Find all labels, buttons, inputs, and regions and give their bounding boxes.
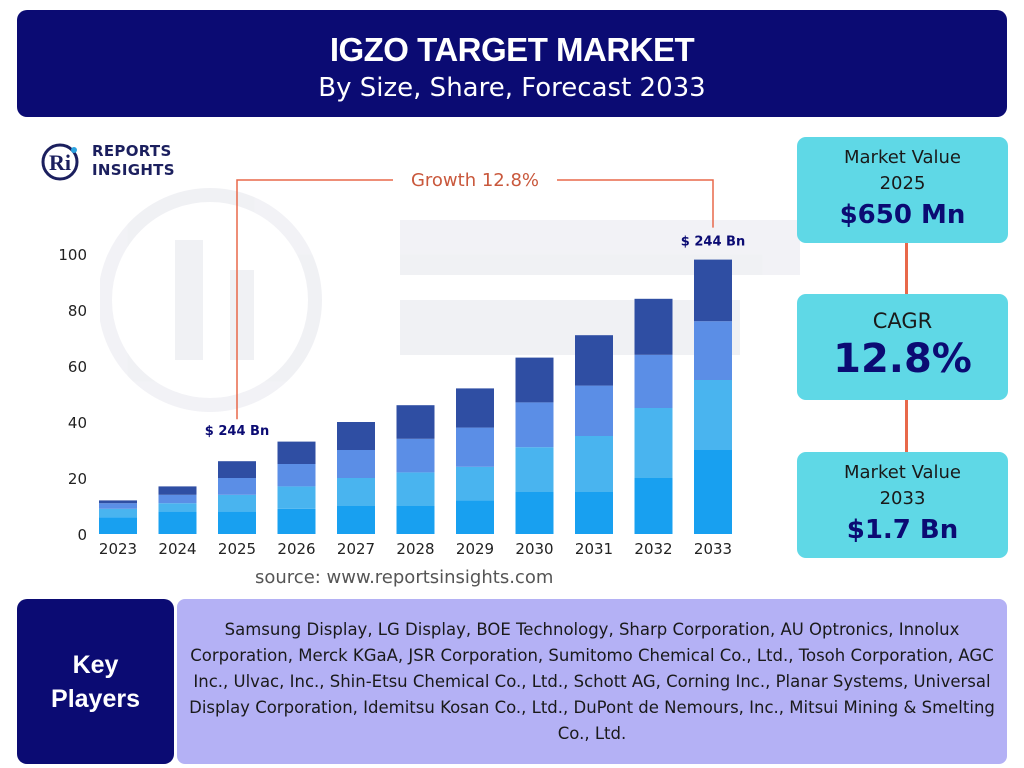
bar-segment [218,461,256,478]
bar-segment [277,441,316,464]
growth-annotation: Growth 12.8% [236,168,714,420]
cagr-card: CAGR 12.8% [797,294,1008,400]
x-tick-label: 2027 [337,540,375,558]
bar-segment [515,492,554,534]
bar-segment [337,506,375,534]
x-tick-label: 2032 [634,540,672,558]
source-note: source: www.reportsinsights.com [255,567,554,588]
logo-text: REPORTS INSIGHTS [92,142,175,180]
x-tick-label: 2029 [456,540,494,558]
y-tick-label: 80 [68,302,87,320]
x-tick-label: 2024 [158,540,196,558]
key-players-heading-line-2: Players [51,684,140,713]
logo-line-1: REPORTS [92,142,172,160]
bar-segment [158,503,197,512]
bar-segment [456,466,494,501]
bar-segment [218,511,256,534]
bar-segment [515,357,554,403]
bar-segment [694,259,732,322]
bar-segment [694,321,732,380]
bar-segment [515,447,554,492]
key-players-heading-line-1: Key [72,650,119,679]
x-tick-label: 2033 [694,540,732,558]
bar-segment [396,506,435,534]
market-value-2025-card: Market Value 2025 $650 Mn [797,137,1008,243]
x-tick-label: 2030 [515,540,553,558]
bar-segment [99,508,137,518]
y-tick-label: 100 [58,246,87,264]
bar-segment [575,385,613,436]
card-label: Market Value [843,147,962,168]
y-tick-label: 20 [68,470,87,488]
bar-segment [634,298,673,355]
bar-segment [99,500,137,504]
y-axis: 0 20 40 60 80 100 [58,246,87,544]
card-connector-bottom [905,400,908,452]
bar-segment [634,478,673,534]
logo-line-2: INSIGHTS [92,161,175,179]
bar-segment [396,438,435,473]
key-players-heading: Key Players [17,599,174,764]
card-value: 12.8% [833,336,972,382]
bar-segment [277,464,316,487]
bar-segment [99,517,137,534]
bar-segment [396,472,435,506]
bar-segment [277,486,316,509]
y-tick-label: 0 [77,526,87,544]
x-tick-label: 2028 [396,540,434,558]
bar-segment [456,500,494,534]
x-tick-label: 2026 [277,540,315,558]
bar-segment [456,388,494,428]
bar-segment [277,508,316,534]
page-title: IGZO TARGET MARKET [329,31,695,68]
y-tick-label: 60 [68,358,87,376]
bar-segment [218,494,256,512]
growth-label: Growth 12.8% [411,170,539,191]
key-players-text: Samsung Display, LG Display, BOE Technol… [189,619,995,743]
x-axis: 2023 2024 2025 2026 2027 2028 2029 2030 2031 2032… [99,540,732,558]
start-value-label: $ 244 Bn [205,424,269,439]
header-banner: IGZO TARGET MARKET By Size, Share, Forec… [17,10,1007,117]
bar-segment [634,408,673,478]
bar-segment [396,405,435,439]
card-year: 2025 [879,173,926,194]
bar-segment [515,402,554,448]
y-tick-label: 40 [68,414,87,432]
bar-segment [575,492,613,534]
bar-segment [218,478,256,495]
card-label: CAGR [872,309,933,333]
reports-insights-logo-icon: Ri [41,143,79,181]
key-players-list: Samsung Display, LG Display, BOE Technol… [177,599,1007,764]
bar-segment [158,486,197,495]
bar-segment [158,511,197,534]
market-value-2033-card: Market Value 2033 $1.7 Bn [797,452,1008,558]
x-tick-label: 2025 [218,540,256,558]
bar-segment [634,354,673,408]
bar-segment [575,436,613,492]
watermark-logo-icon [100,188,800,412]
page-subtitle: By Size, Share, Forecast 2033 [318,73,706,103]
bar-segment [575,335,613,386]
card-connector-top [905,243,908,294]
end-value-label: $ 244 Bn [681,235,745,250]
bar-segment [694,450,732,534]
x-tick-label: 2031 [575,540,613,558]
x-tick-label: 2023 [99,540,137,558]
bar-segment [337,422,375,450]
card-year: 2033 [879,488,926,509]
bar-segment [158,494,197,504]
card-label: Market Value [843,462,962,483]
card-value: $1.7 Bn [846,515,959,545]
bar-segment [694,380,732,450]
logo-mark: Ri [49,150,71,175]
card-value: $650 Mn [839,200,966,230]
bar-segment [337,478,375,506]
bar-stacks [99,259,732,534]
bar-segment [337,450,375,478]
growth-label-background [393,168,557,192]
bar-segment [456,427,494,467]
bar-segment [99,503,137,509]
